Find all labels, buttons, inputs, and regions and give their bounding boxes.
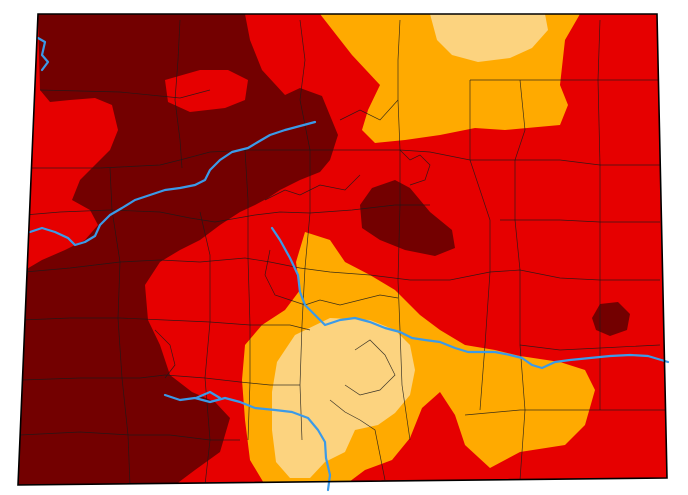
- arkansas-river: [270, 226, 670, 370]
- drought-d4-west: [18, 14, 338, 485]
- state-outline: [17, 13, 668, 486]
- yampa-river: [36, 36, 50, 72]
- rivers: [28, 36, 670, 492]
- drought-d4-east: [592, 302, 630, 336]
- rio-grande: [163, 393, 332, 492]
- colorado-river: [28, 120, 317, 247]
- county-boundaries: [19, 19, 665, 485]
- rio-grande-tributary: [194, 390, 222, 400]
- drought-d1-south: [272, 318, 415, 478]
- drought-d4-central: [360, 180, 455, 256]
- drought-d1-northeast: [430, 14, 548, 62]
